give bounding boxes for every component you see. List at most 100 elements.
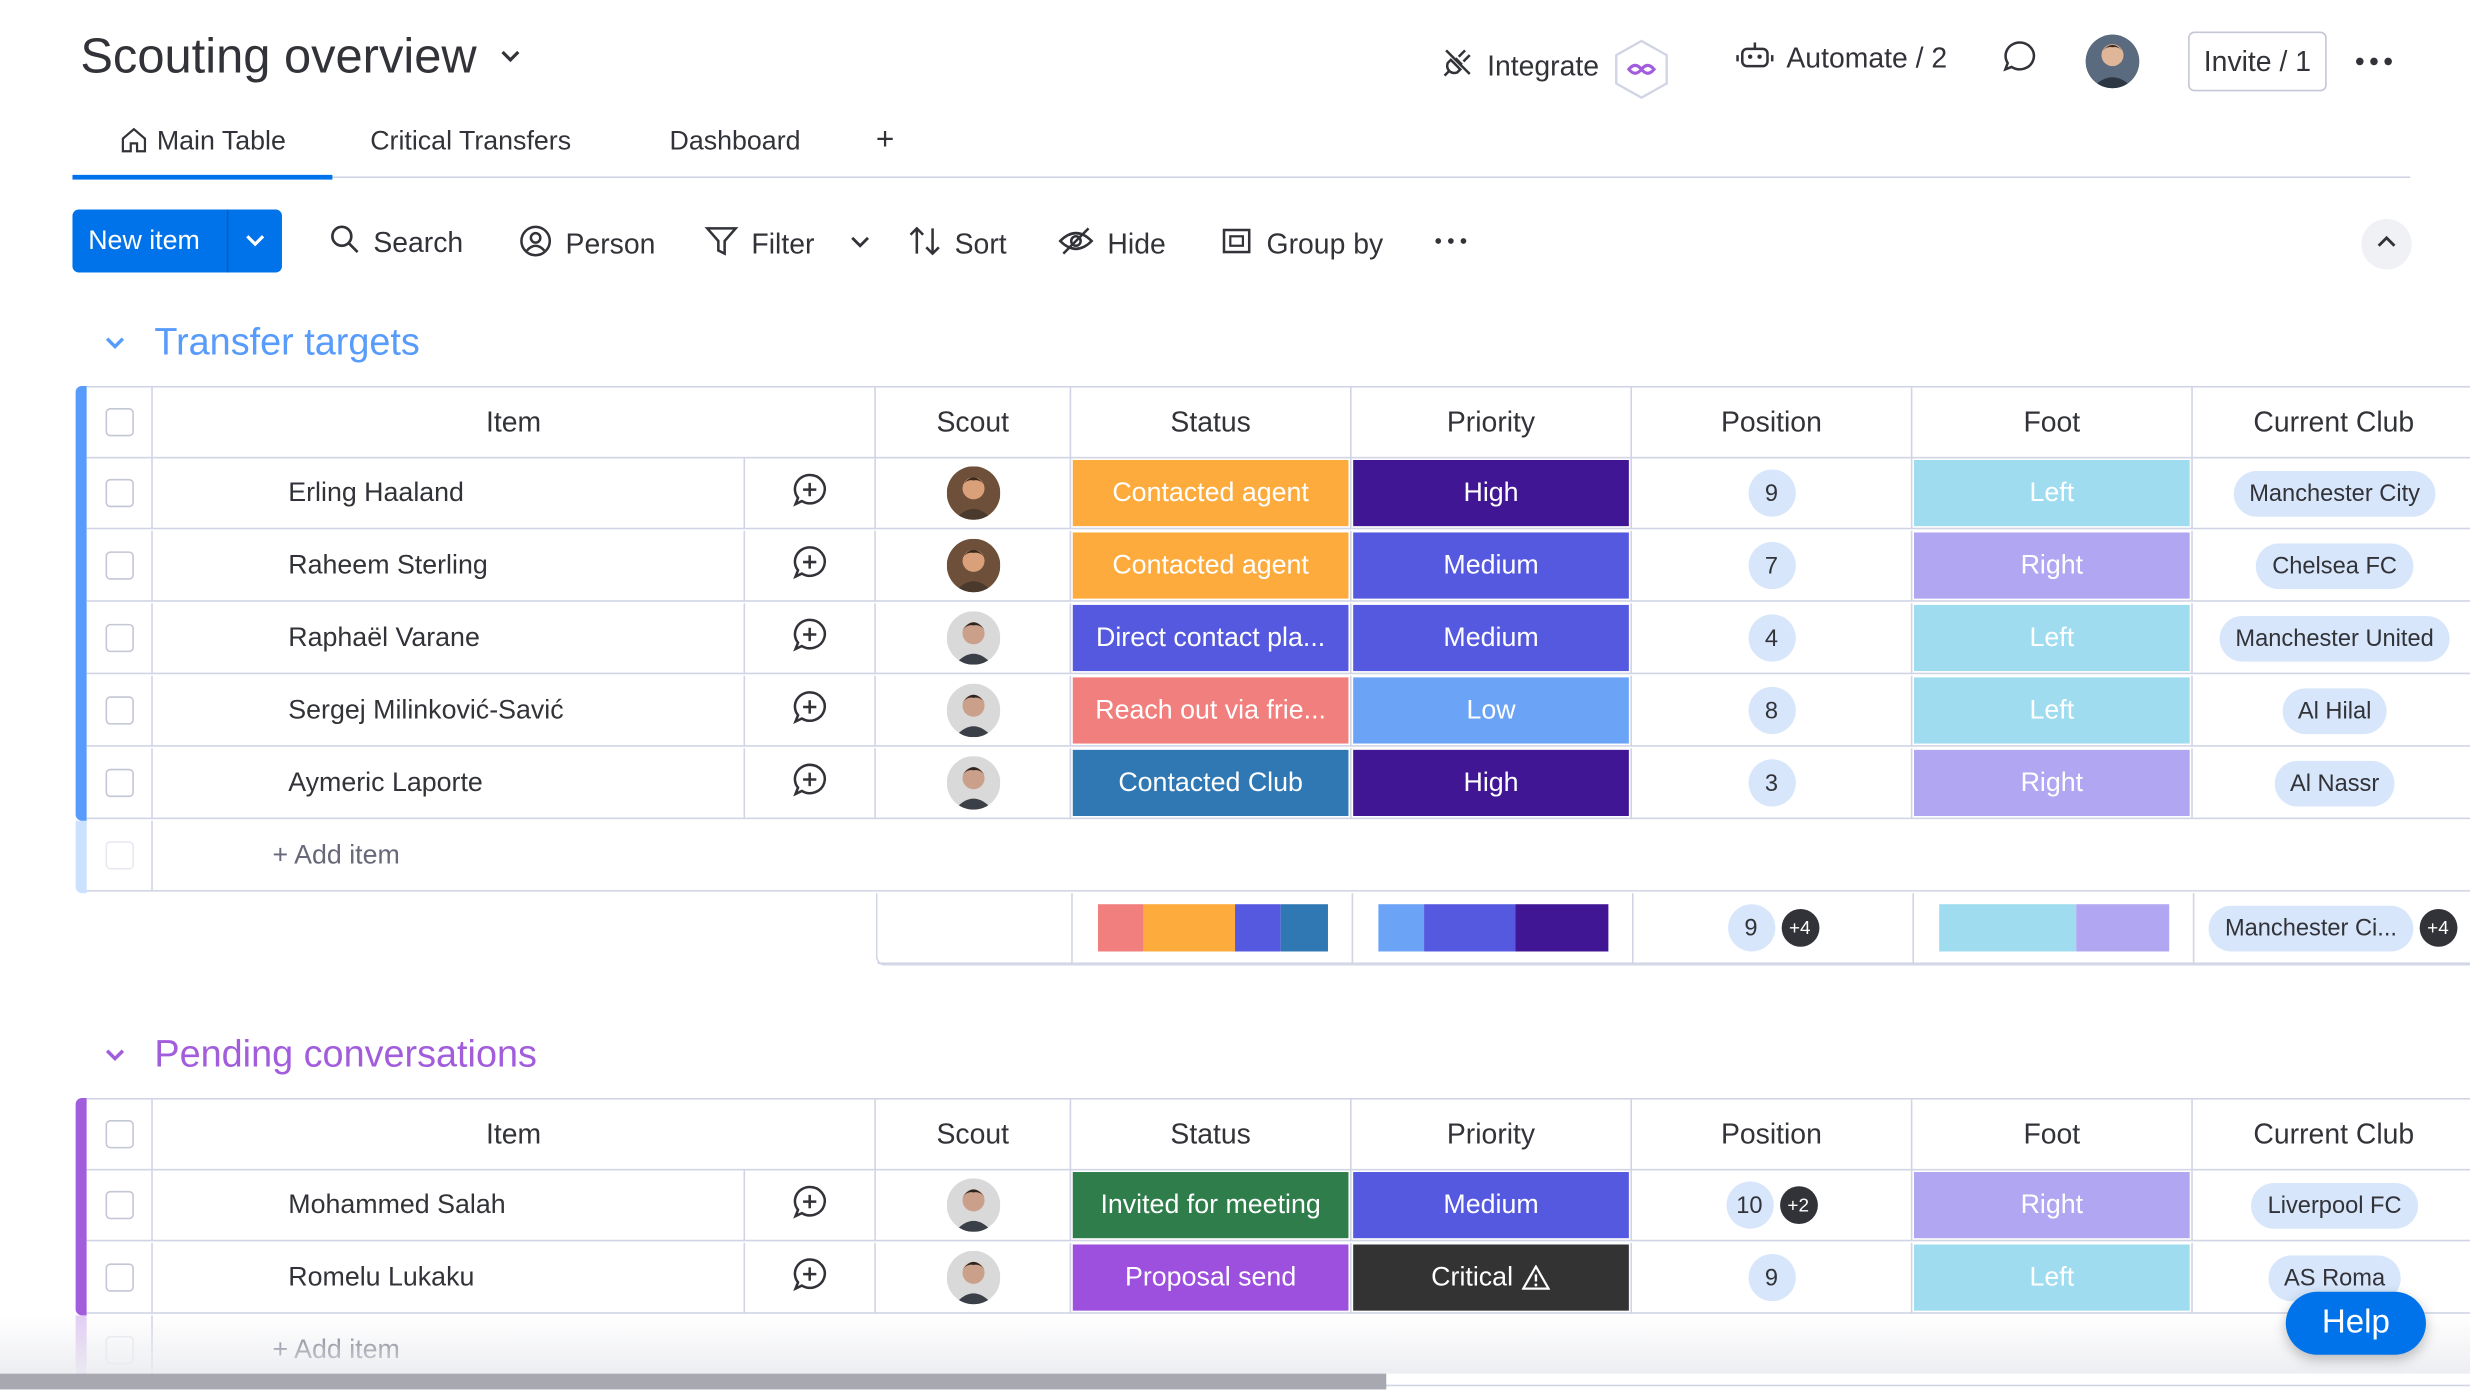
cell-comment[interactable]	[745, 458, 876, 530]
summary-foot[interactable]	[1913, 893, 2195, 965]
cell-scout[interactable]	[875, 675, 1072, 747]
cell-foot[interactable]: Left	[1912, 603, 2193, 675]
row-checkbox[interactable]	[104, 551, 134, 580]
tab-main-table[interactable]: Main Table	[72, 123, 333, 180]
cell-item[interactable]: Raheem Sterling	[152, 530, 746, 602]
summary-priority[interactable]	[1353, 893, 1634, 965]
status-label[interactable]: Invited for meeting	[1072, 1172, 1349, 1239]
club-tag[interactable]: Chelsea FC	[2256, 542, 2413, 589]
summary-status-bar[interactable]	[1097, 904, 1328, 952]
cell-foot[interactable]: Right	[1912, 530, 2193, 602]
search-button[interactable]: Search	[329, 224, 463, 263]
horizontal-scrollbar[interactable]	[0, 1373, 1387, 1390]
cell-check[interactable]	[86, 530, 153, 602]
position-tag[interactable]: 4	[1747, 614, 1796, 662]
priority-label[interactable]: High	[1353, 459, 1629, 527]
row-checkbox[interactable]	[104, 696, 134, 725]
cell-priority[interactable]: Low	[1351, 675, 1633, 747]
add-item-input[interactable]: + Add item	[152, 821, 2470, 892]
chevron-down-icon[interactable]	[849, 228, 871, 261]
add-update-icon[interactable]	[791, 1255, 829, 1301]
add-update-icon[interactable]	[791, 470, 829, 516]
scout-avatar[interactable]	[945, 538, 1000, 593]
cell-comment[interactable]	[745, 748, 876, 820]
cell-item[interactable]: Romelu Lukaku	[152, 1242, 746, 1314]
cell-scout[interactable]	[875, 1242, 1072, 1314]
group-title[interactable]: Pending conversations	[101, 1033, 537, 1077]
foot-label[interactable]: Right	[1913, 532, 2190, 599]
cell-priority[interactable]: Critical	[1351, 1242, 1633, 1314]
priority-label[interactable]: Medium	[1353, 532, 1629, 599]
cell-check[interactable]	[86, 603, 153, 675]
table-row[interactable]: Romelu Lukaku Proposal send Critical 9 Left A…	[86, 1242, 2470, 1315]
add-update-icon[interactable]	[791, 615, 829, 661]
add-update-icon[interactable]	[791, 760, 829, 806]
priority-label[interactable]: Critical	[1353, 1244, 1629, 1311]
cell-position[interactable]: 8	[1632, 675, 1913, 747]
foot-label[interactable]: Left	[1913, 1244, 2190, 1311]
cell-scout[interactable]	[875, 748, 1072, 820]
table-row[interactable]: Raphaël Varane Direct contact pla... Mediu…	[86, 603, 2470, 675]
club-tag[interactable]: Manchester City	[2233, 470, 2436, 516]
more-options-icon[interactable]	[2353, 41, 2394, 91]
scout-avatar[interactable]	[945, 683, 1000, 738]
add-update-icon[interactable]	[791, 543, 829, 589]
cell-item[interactable]: Raphaël Varane	[152, 603, 746, 675]
cell-club[interactable]: Manchester United	[2192, 603, 2470, 675]
priority-label[interactable]: Medium	[1353, 1172, 1629, 1239]
integrate-button[interactable]: Integrate	[1440, 38, 1669, 100]
scout-avatar[interactable]	[945, 756, 1000, 810]
select-all-cell[interactable]	[86, 387, 153, 459]
cell-scout[interactable]	[875, 458, 1072, 530]
cell-status[interactable]: Contacted agent	[1071, 530, 1352, 602]
row-checkbox[interactable]	[104, 1263, 134, 1292]
chevron-down-icon[interactable]	[101, 1041, 129, 1069]
cell-item[interactable]: Erling Haaland	[152, 458, 746, 530]
row-checkbox[interactable]	[104, 478, 134, 508]
position-tag[interactable]: 9	[1747, 469, 1796, 517]
position-tag[interactable]: 7	[1747, 541, 1796, 590]
add-update-icon[interactable]	[791, 688, 829, 734]
cell-priority[interactable]: Medium	[1351, 1170, 1633, 1242]
cell-club[interactable]: Liverpool FC	[2192, 1170, 2470, 1242]
cell-club[interactable]: Manchester City	[2192, 458, 2470, 530]
status-label[interactable]: Proposal send	[1072, 1244, 1349, 1311]
cell-comment[interactable]	[745, 530, 876, 602]
foot-label[interactable]: Left	[1913, 459, 2190, 527]
group-title[interactable]: Transfer targets	[101, 321, 420, 365]
summary-priority-bar[interactable]	[1377, 904, 1608, 952]
position-more-badge[interactable]: +2	[1779, 1186, 1818, 1225]
user-avatar[interactable]	[2085, 34, 2140, 89]
select-all-checkbox[interactable]	[104, 408, 134, 437]
cell-comment[interactable]	[745, 1170, 876, 1242]
toolbar-more-icon[interactable]	[1432, 224, 1470, 259]
status-label[interactable]: Direct contact pla...	[1072, 604, 1349, 672]
filter-button[interactable]: Filter	[704, 224, 871, 267]
position-tag[interactable]: 10	[1725, 1181, 1774, 1229]
cell-comment[interactable]	[745, 675, 876, 747]
cell-comment[interactable]	[745, 603, 876, 675]
board-title[interactable]: Scouting overview	[80, 28, 524, 85]
chevron-down-icon[interactable]	[228, 230, 282, 252]
tab-critical-transfers[interactable]: Critical Transfers	[370, 123, 571, 180]
club-tag[interactable]: Al Hilal	[2282, 687, 2388, 734]
table-row[interactable]: Raheem Sterling Contacted agent Medium 7 Rig…	[86, 530, 2470, 603]
row-checkbox[interactable]	[104, 623, 134, 653]
cell-check[interactable]	[86, 1170, 153, 1242]
cell-position[interactable]: 4	[1632, 603, 1913, 675]
club-tag[interactable]: Al Nassr	[2274, 760, 2395, 806]
table-row[interactable]: Aymeric Laporte Contacted Club High 3 Right A…	[86, 748, 2470, 820]
cell-priority[interactable]: High	[1351, 458, 1633, 530]
sort-button[interactable]: Sort	[907, 224, 1007, 267]
cell-position[interactable]: 7	[1632, 530, 1913, 602]
position-tag[interactable]: 8	[1747, 686, 1796, 735]
cell-item[interactable]: Aymeric Laporte	[152, 748, 746, 820]
priority-label[interactable]: Low	[1353, 677, 1629, 744]
updates-chat-icon[interactable]	[2001, 38, 2039, 76]
scout-avatar[interactable]	[945, 1178, 1000, 1232]
cell-club[interactable]: Chelsea FC	[2192, 531, 2470, 602]
cell-position[interactable]: 3	[1632, 748, 1913, 820]
add-update-icon[interactable]	[791, 1182, 829, 1228]
group-by-button[interactable]: Group by	[1219, 224, 1383, 267]
foot-label[interactable]: Left	[1913, 677, 2190, 744]
